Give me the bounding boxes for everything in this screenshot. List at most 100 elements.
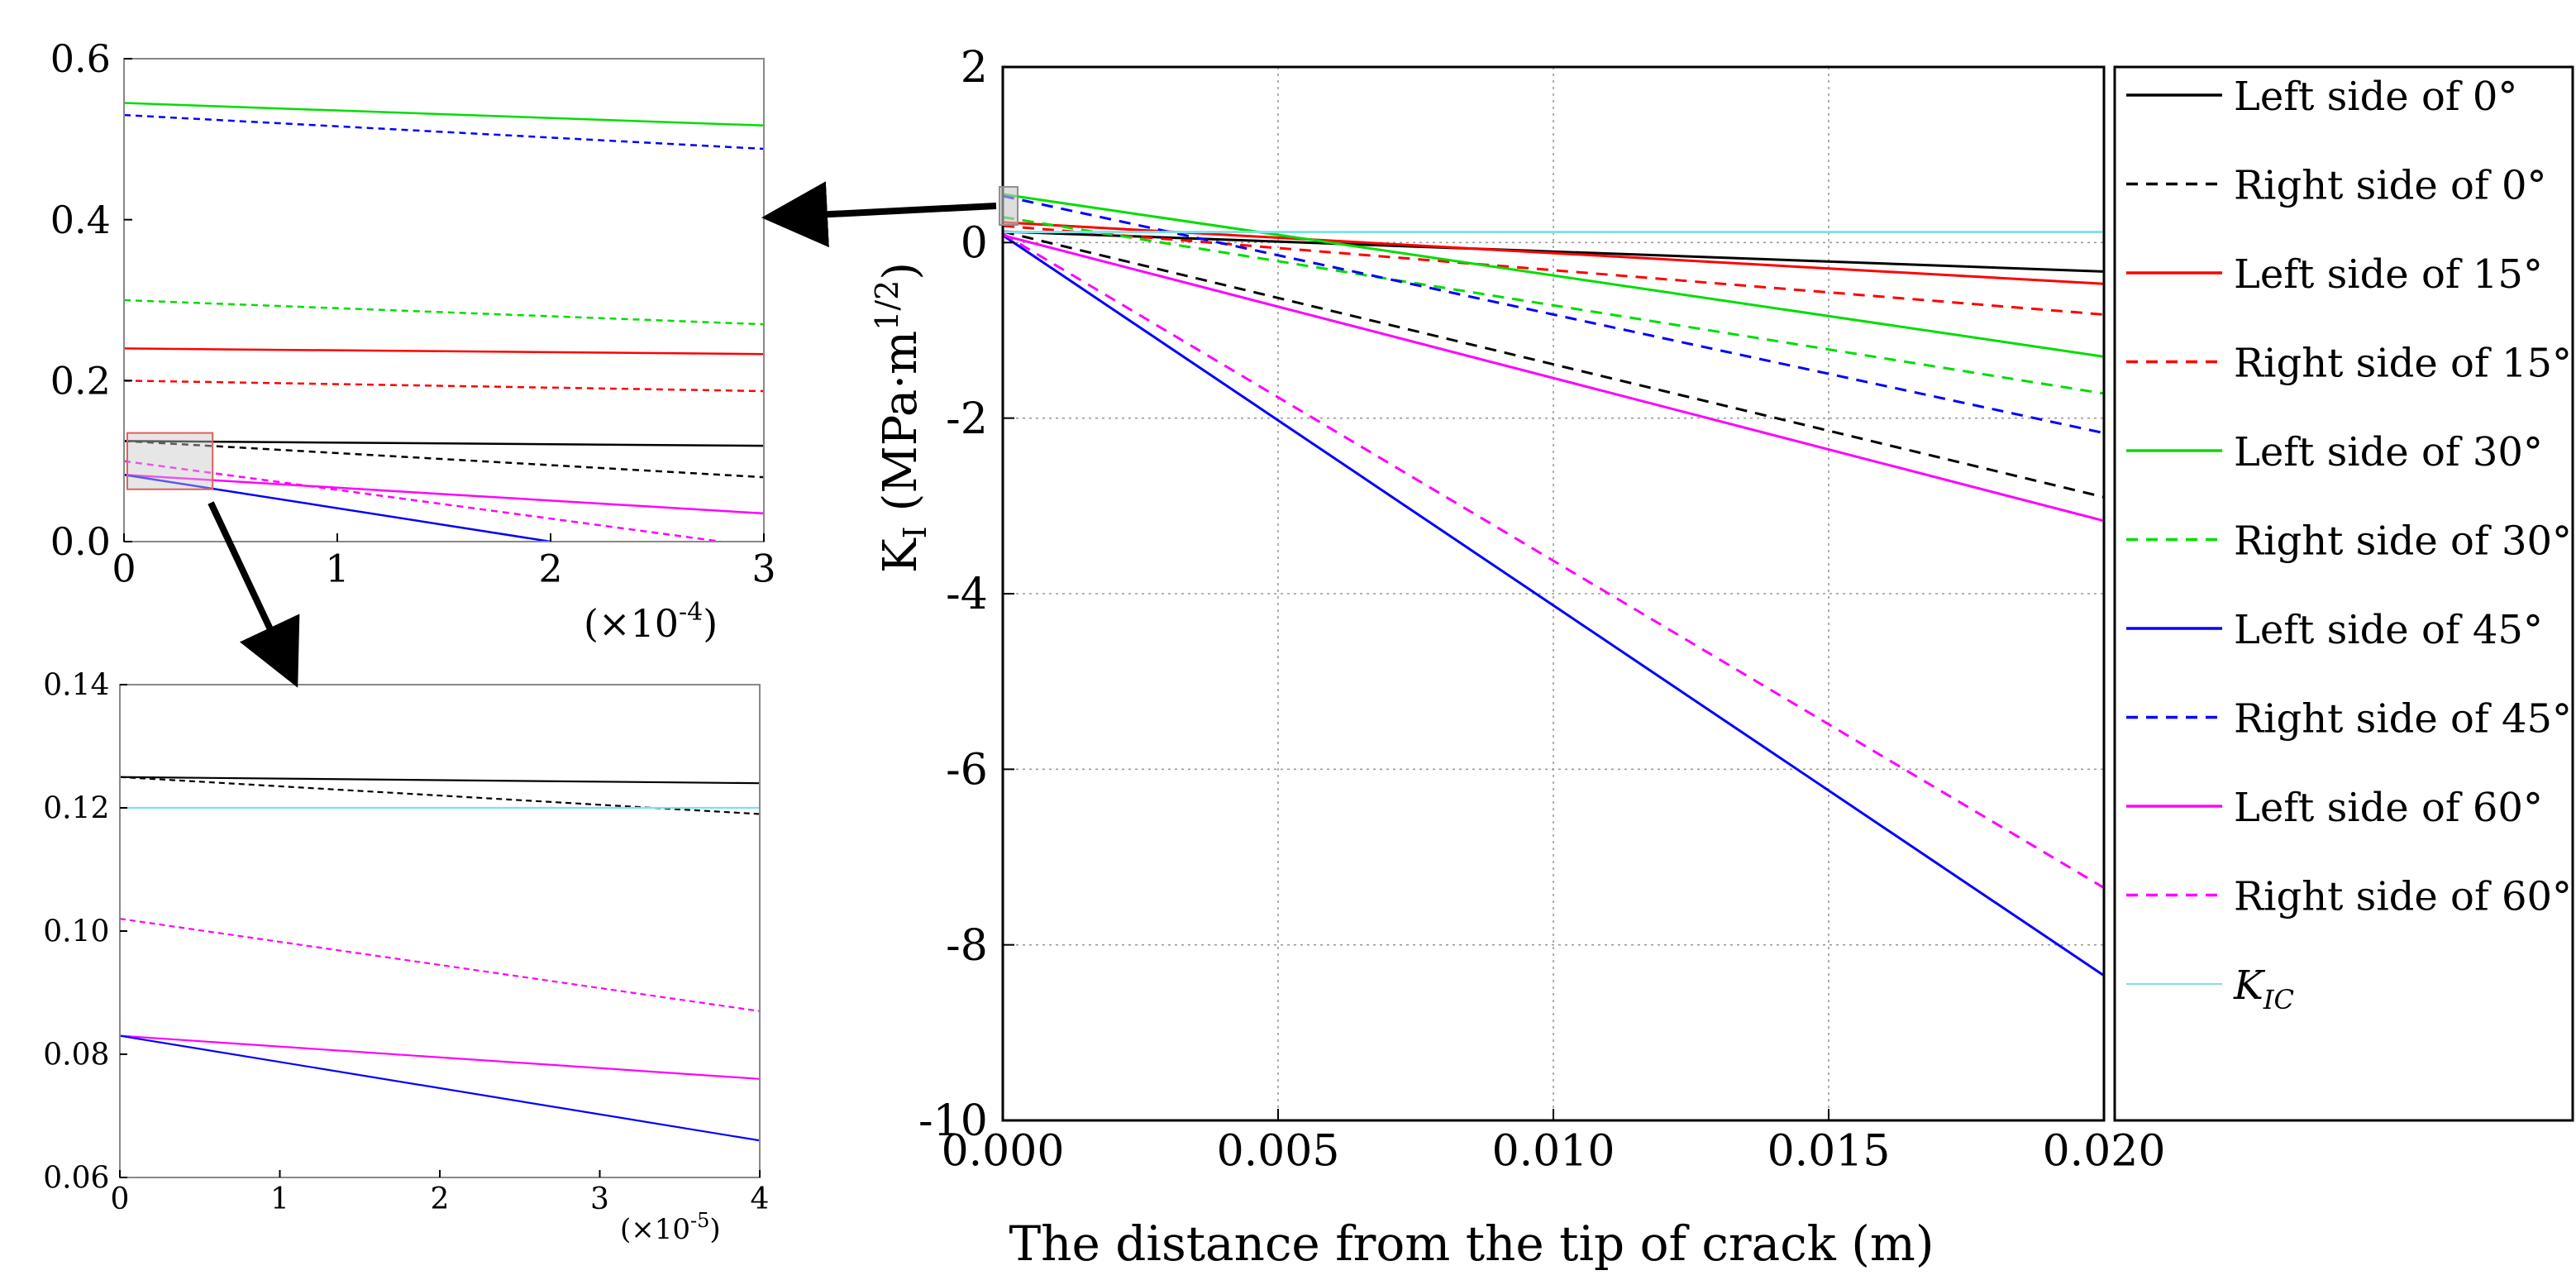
inset1-series-right-side-of-45 xyxy=(124,113,764,150)
inset1-series-right-side-of-0 xyxy=(124,440,764,479)
main-x-tick-label-2: 0.010 xyxy=(1492,1127,1615,1177)
main-y-tick-label-4: -6 xyxy=(946,746,988,795)
main-y-tick-label-5: -8 xyxy=(946,921,988,971)
main-series-left-side-of-0 xyxy=(1003,230,2104,273)
inset1-y-tick-label-3: 0.6 xyxy=(50,36,111,81)
inset1-x-tick-label-0: 0 xyxy=(112,546,136,590)
inset1-zoom-box xyxy=(126,432,214,490)
main-x-tick-label-3: 0.015 xyxy=(1767,1127,1891,1177)
inset1-x-scale-note-exp: -4 xyxy=(679,598,703,627)
main-series-left-side-of-45 xyxy=(1003,234,2104,977)
main-y-axis-title-units: (MPa·m xyxy=(874,331,928,526)
inset1-y-tick-labels: 0.0 0.2 0.4 0.6 xyxy=(50,36,111,564)
inset1-x-tick-label-3: 3 xyxy=(751,546,775,590)
inset2-y-tick-labels: 0.06 0.08 0.10 0.12 0.14 xyxy=(43,669,109,1196)
legend-label-2: Left side of 15° xyxy=(2234,251,2543,298)
inset1-series-lines xyxy=(124,102,764,542)
legend-label-7: Right side of 45° xyxy=(2234,696,2572,743)
main-y-tick-label-1: 0 xyxy=(961,219,988,269)
main-series-left-side-of-60 xyxy=(1003,234,2104,523)
inset1-series-right-side-of-60 xyxy=(124,460,722,542)
inset1-x-tick-labels: 0 1 2 3 xyxy=(112,546,775,590)
inset1-y-tick-label-0: 0.0 xyxy=(50,519,111,564)
inset2-y-tick-label-3: 0.12 xyxy=(43,792,109,826)
main-y-axis-title-symbol: K xyxy=(874,537,928,573)
main-ticks xyxy=(1002,66,2105,1121)
inset1-y-tick-label-1: 0.2 xyxy=(50,358,111,403)
inset1-plot-frame xyxy=(123,58,765,542)
inset2-x-tick-label-3: 3 xyxy=(590,1182,609,1216)
inset2-ticks xyxy=(119,684,761,1178)
main-y-tick-label-2: -2 xyxy=(946,394,988,444)
inset2-x-scale-note-exp: -5 xyxy=(690,1209,709,1232)
inset1-series-left-side-of-60 xyxy=(124,473,764,515)
legend-label-5: Right side of 30° xyxy=(2234,518,2572,565)
inset2-series-right-side-of-60 xyxy=(120,918,760,1012)
main-series-lines xyxy=(1003,193,2104,977)
inset2-x-tick-label-0: 0 xyxy=(111,1182,130,1216)
inset1-x-scale-note-close: ) xyxy=(703,601,718,646)
legend-label-0: Left side of 0° xyxy=(2234,74,2517,120)
zoom-arrow-inset1-to-inset2 xyxy=(208,501,300,688)
inset2-series-left-side-of-45 xyxy=(120,1034,760,1142)
main-y-tick-label-3: -4 xyxy=(946,570,988,619)
inset1-series-right-side-of-15 xyxy=(124,380,764,393)
main-y-tick-label-6: -10 xyxy=(918,1096,988,1146)
inset2-y-tick-label-1: 0.08 xyxy=(43,1039,109,1072)
main-series-right-side-of-60 xyxy=(1003,232,2104,889)
main-y-axis-title-subscript: I xyxy=(897,526,933,538)
inset1-series-right-side-of-30 xyxy=(124,299,764,326)
inset1-series-left-side-of-0 xyxy=(124,440,764,447)
inset1-series-left-side-of-45 xyxy=(124,473,551,542)
legend-frame xyxy=(2113,65,2574,1122)
main-y-tick-label-0: 2 xyxy=(961,43,988,93)
legend-label-3: Right side of 15° xyxy=(2234,341,2572,387)
main-y-axis-title-units-sup: 1/2 xyxy=(869,280,905,331)
inset2-plot-frame xyxy=(119,684,761,1178)
inset2-y-tick-label-0: 0.06 xyxy=(43,1162,109,1196)
main-chart: 0.000 0.005 0.010 0.015 0.020 20-2-4-6-8-10 … xyxy=(869,43,2165,1272)
inset2-y-tick-label-2: 0.10 xyxy=(43,915,109,949)
inset2-series-lines xyxy=(120,776,760,1142)
inset1-ticks xyxy=(123,58,765,542)
legend-label-6: Left side of 45° xyxy=(2234,607,2543,653)
main-series-right-side-of-45 xyxy=(1003,194,2104,435)
main-grid xyxy=(1003,67,2104,1120)
inset2-y-tick-label-4: 0.14 xyxy=(43,669,109,703)
main-series-right-side-of-0 xyxy=(1003,230,2104,499)
inset2-series-right-side-of-0 xyxy=(120,776,760,815)
main-y-tick-labels: 2 0 -2 -4 -6 -8 -10 xyxy=(918,43,988,1146)
legend: Left side of 0° Right side of 0° Left side… xyxy=(2113,65,2574,1122)
legend-label-4: Left side of 30° xyxy=(2234,429,2543,475)
legend-label-10: KIC xyxy=(2233,962,2294,1015)
inset1-x-tick-label-2: 2 xyxy=(538,546,562,590)
inset2-chart: 0 1 2 3 4 0.06 0.08 0.10 0.12 0.14 (×10-5) xyxy=(43,669,769,1246)
inset2-x-scale-note-close: ) xyxy=(709,1213,720,1246)
main-series-right-side-of-30 xyxy=(1003,216,2104,395)
inset2-x-tick-label-1: 1 xyxy=(270,1182,289,1216)
inset2-x-tick-label-2: 2 xyxy=(431,1182,450,1216)
main-x-tick-label-1: 0.005 xyxy=(1217,1127,1340,1177)
inset1-x-tick-label-1: 1 xyxy=(325,546,349,590)
legend-label-8: Left side of 60° xyxy=(2234,785,2543,831)
main-y-axis-title: KI (MPa·m1/2) xyxy=(869,262,933,573)
inset1-y-tick-label-2: 0.4 xyxy=(50,198,111,242)
main-x-axis-title: The distance from the tip of crack (m) xyxy=(1009,1216,1934,1272)
main-y-axis-title-units-close: ) xyxy=(874,262,928,280)
inset2-series-left-side-of-60 xyxy=(120,1034,760,1080)
legend-items: Left side of 0° Right side of 0° Left side… xyxy=(2126,74,2572,1015)
inset2-x-tick-label-4: 4 xyxy=(751,1182,770,1216)
inset1-chart: 0 1 2 3 0.0 0.2 0.4 0.6 (×10-4) xyxy=(50,36,776,646)
inset2-x-scale-note: (×10-5) xyxy=(620,1209,721,1246)
inset1-series-left-side-of-30 xyxy=(124,102,764,127)
main-x-tick-labels: 0.000 0.005 0.010 0.015 0.020 xyxy=(942,1127,2166,1177)
inset2-x-scale-note-base: (×10 xyxy=(620,1213,690,1246)
main-zoom-marker xyxy=(999,186,1018,226)
zoom-arrow-main-to-inset1 xyxy=(761,181,997,248)
legend-label-1: Right side of 0° xyxy=(2234,163,2547,209)
main-series-left-side-of-30 xyxy=(1003,193,2104,358)
inset1-x-scale-note: (×10-4) xyxy=(584,598,718,646)
legend-label-9: Right side of 60° xyxy=(2234,874,2572,920)
main-x-tick-label-0: 0.000 xyxy=(942,1127,1065,1177)
